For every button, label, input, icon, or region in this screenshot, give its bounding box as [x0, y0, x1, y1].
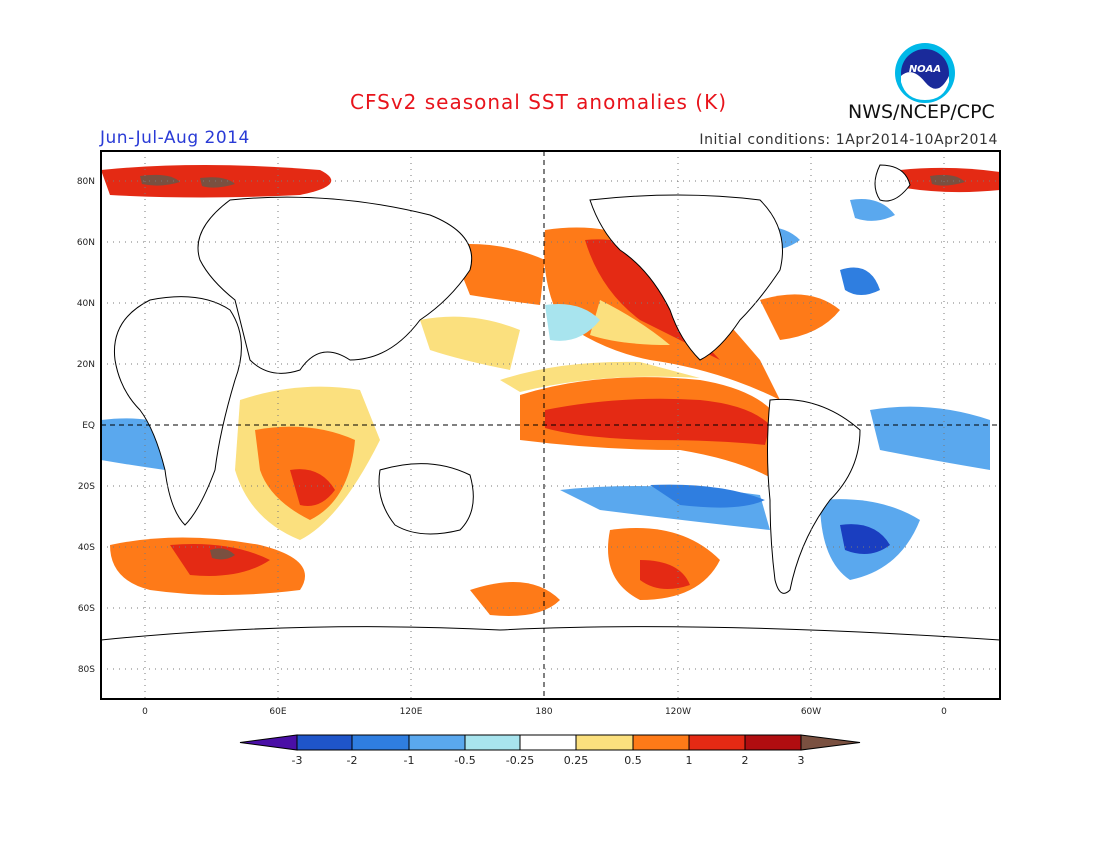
longitude-labels: 0 60E 120E 180 120W 60W 0 [142, 707, 947, 717]
agency-label: NWS/NCEP/CPC [848, 101, 995, 123]
anomaly-region [870, 406, 990, 470]
colorbar-cell [296, 734, 353, 751]
landmass [113, 296, 242, 526]
logo-text: NOAA [909, 64, 941, 75]
anomaly-region [930, 174, 965, 186]
anomaly-region [140, 174, 180, 186]
map-title: CFSv2 seasonal SST anomalies (K) [350, 90, 727, 114]
colorbar-label: 0.25 [564, 754, 589, 767]
anomaly-region [170, 544, 270, 576]
lat-label: 20S [78, 482, 95, 492]
lon-label: 120E [400, 707, 423, 717]
colorbar-cell [744, 734, 802, 751]
colorbar-cell [800, 734, 861, 751]
latitude-labels: 80N 60N 40N 20N EQ 20S 40S 60S 80S [77, 177, 95, 675]
sst-anomaly-map: 80N 60N 40N 20N EQ 20S 40S 60S 80S 0 60E 120E 180 12… [77, 150, 1001, 717]
colorbar-label: 0.5 [624, 754, 642, 767]
anomaly-region [470, 582, 560, 616]
lat-label: 20N [77, 360, 95, 370]
initial-conditions-label: Initial conditions: 1Apr2014-10Apr2014 [699, 132, 998, 148]
anomaly-region [210, 548, 235, 560]
noaa-logo-icon: NOAA [895, 43, 955, 103]
anomaly-region [545, 398, 770, 445]
landmass [101, 626, 1000, 699]
colorbar-cell [632, 734, 690, 751]
lat-label: 60N [77, 238, 95, 248]
landmass [378, 463, 474, 535]
lon-label: 60W [801, 707, 821, 717]
colorbar-label: 3 [798, 754, 805, 767]
colorbar-label: 1 [686, 754, 693, 767]
colorbar-cell [239, 734, 298, 751]
colorbar-label: 2 [742, 754, 749, 767]
lat-label: 80S [78, 665, 95, 675]
anomaly-region [420, 316, 520, 370]
colorbar-cell [464, 734, 521, 751]
colorbar-cell [351, 734, 410, 751]
anomaly-region [200, 177, 235, 188]
anomaly-region [500, 361, 700, 392]
colorbar-label: -0.5 [454, 754, 475, 767]
lat-label: 60S [78, 604, 95, 614]
anomaly-region [590, 300, 670, 345]
landmass [767, 398, 861, 594]
landmass [874, 164, 911, 202]
anomaly-region [450, 244, 545, 305]
colorbar-label: -1 [404, 754, 415, 767]
lon-label: 0 [142, 707, 148, 717]
colorbar-label: -0.25 [506, 754, 534, 767]
lat-label: 40N [77, 299, 95, 309]
map-frame [100, 150, 1001, 700]
lon-label: 0 [941, 707, 947, 717]
anomaly-region [290, 469, 335, 506]
anomaly-region [850, 199, 895, 221]
colorbar-label: -3 [292, 754, 303, 767]
colorbar-cell [575, 734, 634, 751]
colorbar-cell [408, 734, 466, 751]
colorbar-label: -2 [347, 754, 358, 767]
anomaly-region [840, 524, 890, 554]
lon-label: 120W [665, 707, 691, 717]
landmass [589, 194, 783, 361]
anomaly-region [640, 560, 690, 589]
lat-label: 40S [78, 543, 95, 553]
season-label: Jun-Jul-Aug 2014 [100, 128, 250, 148]
lon-label: 60E [269, 707, 286, 717]
colorbar-cell [688, 734, 746, 751]
lon-label: 180 [535, 707, 552, 717]
anomaly-region [650, 484, 765, 508]
lat-label: EQ [82, 421, 95, 431]
landmass [197, 196, 473, 374]
anomaly-region [840, 267, 880, 295]
anomaly-region [545, 304, 600, 341]
colorbar-cell [519, 734, 577, 751]
lat-label: 80N [77, 177, 95, 187]
anomaly-region [760, 294, 840, 340]
